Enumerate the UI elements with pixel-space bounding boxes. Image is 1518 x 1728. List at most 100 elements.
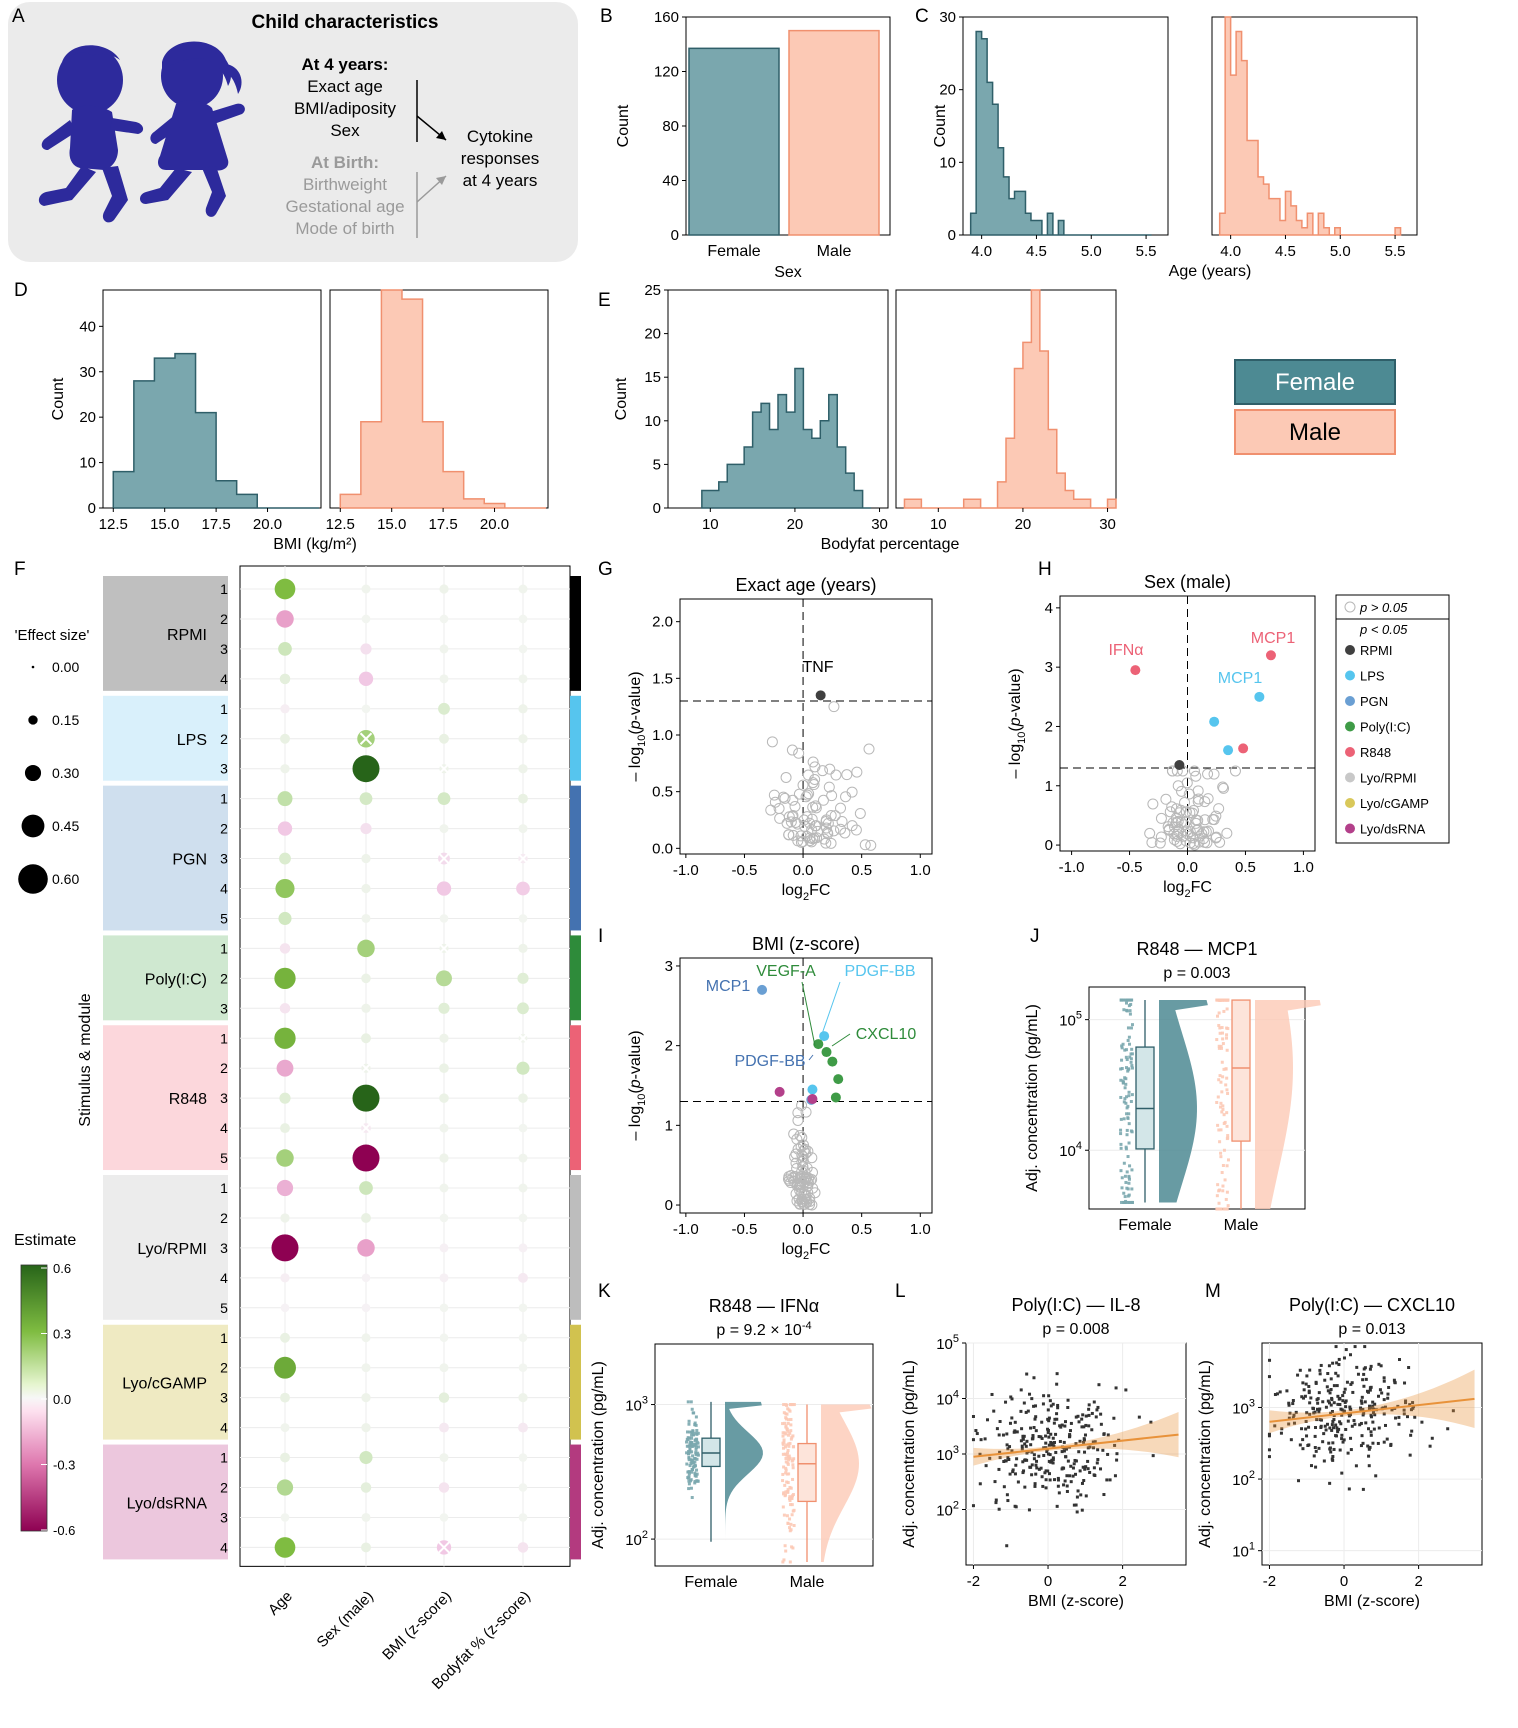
data-point <box>1082 1425 1086 1429</box>
data-point <box>1362 1384 1366 1388</box>
data-point <box>1008 1421 1012 1425</box>
data-point <box>1065 1474 1069 1478</box>
data-point <box>1122 1100 1126 1104</box>
data-point <box>1220 1110 1224 1114</box>
effect-dot <box>518 1153 528 1163</box>
data-point <box>1349 1382 1353 1386</box>
box <box>797 1442 817 1503</box>
data-point <box>1346 1451 1350 1455</box>
data-point <box>1313 1446 1317 1450</box>
data-point <box>1267 1375 1271 1379</box>
confidence-band <box>1269 1369 1475 1434</box>
effect-dot <box>439 674 449 684</box>
effect-dot <box>517 1002 529 1015</box>
data-point <box>1127 1174 1131 1178</box>
data-point <box>1340 1433 1344 1437</box>
data-point <box>1062 1449 1066 1453</box>
data-point <box>1060 1467 1064 1471</box>
module-number: 1 <box>220 791 228 807</box>
data-point <box>1052 1478 1056 1482</box>
data-point <box>1317 1446 1321 1450</box>
x-axis-title: Bodyfat percentage <box>821 536 960 553</box>
data-point <box>1403 1381 1407 1385</box>
data-point <box>1323 1424 1327 1428</box>
data-point <box>1035 1459 1039 1463</box>
data-point <box>1130 1066 1134 1070</box>
data-point <box>790 1495 794 1499</box>
data-point <box>1405 1415 1409 1419</box>
x-tick-label: 20.0 <box>253 516 282 533</box>
data-point <box>1126 1116 1130 1120</box>
y-tick-label: 160 <box>654 9 679 26</box>
data-point <box>1312 1411 1316 1415</box>
effect-dot <box>439 1033 449 1043</box>
data-point <box>1044 1478 1048 1482</box>
data-point <box>1222 1113 1226 1117</box>
data-point <box>1128 1055 1132 1059</box>
data-point <box>1021 1437 1025 1441</box>
data-point <box>1055 1382 1059 1386</box>
effect-dot <box>359 1181 373 1195</box>
data-point <box>1079 1493 1083 1497</box>
data-point <box>1396 1404 1400 1408</box>
data-point <box>1215 1207 1219 1211</box>
y-tick-label: 0 <box>1045 837 1053 854</box>
module-number: 3 <box>220 1000 228 1016</box>
data-point <box>1382 1379 1386 1383</box>
x-tick-label: 5.5 <box>1136 243 1157 260</box>
x-tick-label: Male <box>1224 1217 1259 1234</box>
data-point <box>1397 1422 1401 1426</box>
point-label: PDGF-BB <box>844 963 915 980</box>
data-point <box>693 1474 697 1478</box>
non-significant-point <box>1166 765 1178 777</box>
y-tick-label: 102 <box>625 1529 648 1549</box>
data-point <box>1334 1434 1338 1438</box>
non-significant-point <box>780 771 792 783</box>
data-point <box>787 1497 791 1501</box>
data-point <box>688 1436 692 1440</box>
data-point <box>1338 1403 1342 1407</box>
data-point <box>1087 1407 1091 1411</box>
data-point <box>1039 1466 1043 1470</box>
data-point <box>1329 1450 1333 1454</box>
effect-legend-label: 0.45 <box>52 818 79 834</box>
data-point <box>694 1451 698 1455</box>
data-point <box>1312 1454 1316 1458</box>
data-point <box>1217 1046 1221 1050</box>
y-tick-label: 0.0 <box>652 840 673 857</box>
data-point <box>1046 1408 1050 1412</box>
panel-letter-d: D <box>14 280 28 301</box>
data-point <box>1369 1430 1373 1434</box>
non-significant-point <box>1184 826 1196 838</box>
y-axis-title: Count <box>613 377 630 420</box>
data-point <box>1030 1463 1034 1467</box>
data-point <box>1368 1406 1372 1410</box>
data-point <box>1123 1174 1127 1178</box>
group-band <box>103 576 228 691</box>
data-point <box>1022 1469 1026 1473</box>
data-point <box>1368 1367 1372 1371</box>
data-point <box>1122 1191 1126 1195</box>
data-point <box>1122 998 1126 1002</box>
effect-dot <box>439 1363 449 1373</box>
data-point <box>1010 1416 1014 1420</box>
data-point <box>1129 1052 1133 1056</box>
data-point <box>1113 1443 1117 1447</box>
data-point <box>1217 1201 1221 1205</box>
data-point <box>1126 1038 1130 1042</box>
effect-legend-dot <box>18 864 48 894</box>
data-point <box>689 1486 693 1490</box>
effect-dot <box>361 1422 371 1433</box>
data-point <box>789 1528 793 1532</box>
non-significant-point <box>810 820 822 832</box>
y-tick-label: 0.5 <box>652 784 673 801</box>
legend-label: Lyo/RPMI <box>1360 771 1417 786</box>
data-point <box>693 1471 697 1475</box>
point-label: IFNα <box>1108 642 1143 659</box>
data-point <box>1081 1465 1085 1469</box>
non-significant-point <box>801 1196 813 1208</box>
non-significant-point <box>792 818 804 830</box>
effect-dot <box>439 1153 449 1163</box>
significance-cross <box>359 1121 373 1135</box>
data-point <box>786 1448 790 1452</box>
